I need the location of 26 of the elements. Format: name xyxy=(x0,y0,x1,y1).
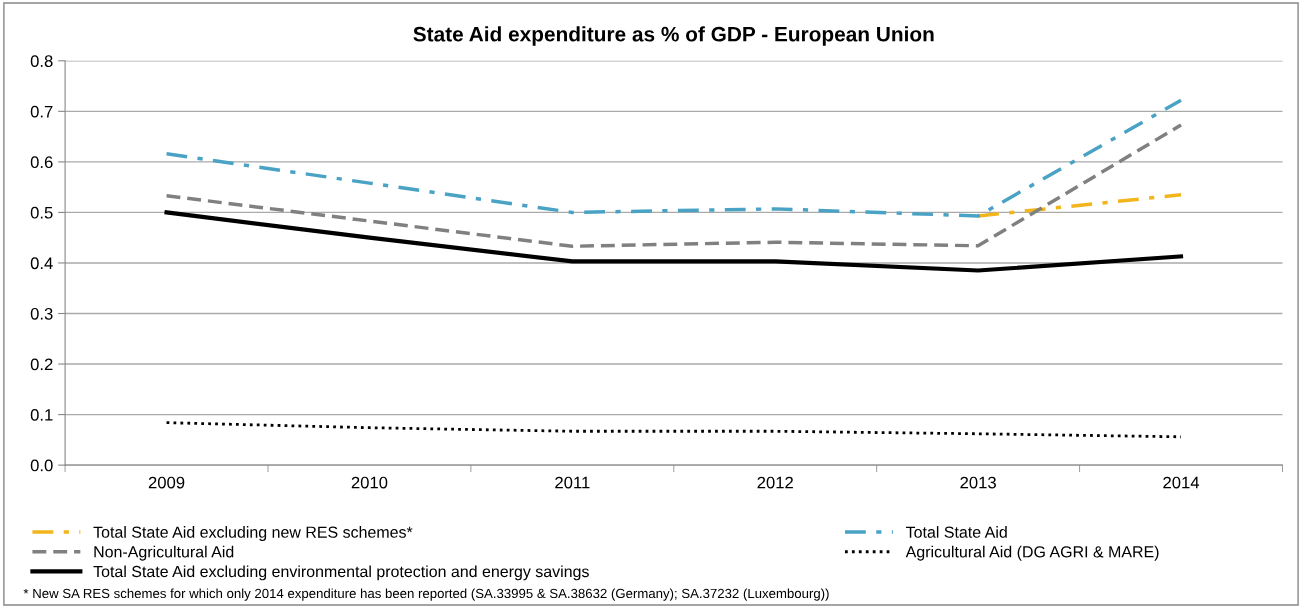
y-tick-label: 0.1 xyxy=(30,408,53,421)
x-tick-label: 2010 xyxy=(351,476,388,489)
y-tick-label: 0.2 xyxy=(30,358,53,371)
legend-label: Total State Aid xyxy=(906,526,1007,538)
y-tick-label: 0.0 xyxy=(30,459,53,472)
text: * New SA RES schemes for which only 2014 expenditure has been reported (SA.33995 & SA.38632 (Germany); SA.37232 (Luxembourg)) xyxy=(23,588,829,601)
x-tick-label: 2011 xyxy=(555,476,590,489)
x-tick-label: 2012 xyxy=(757,476,793,489)
x-tick-label: 2009 xyxy=(148,476,185,489)
y-tick-label: 0.7 xyxy=(30,105,53,118)
y-tick-label: 0.8 xyxy=(30,55,53,67)
legend-label: Agricultural Aid (DG AGRI & MARE) xyxy=(905,545,1159,561)
line-series xyxy=(164,123,1183,249)
line-series xyxy=(165,421,1183,439)
line-series xyxy=(164,98,1183,218)
chart-title: State Aid expenditure as % of GDP - European Union xyxy=(413,26,934,46)
legend-label: Total State Aid excluding new RES schemes* xyxy=(93,526,413,541)
y-tick-label: 0.3 xyxy=(30,307,53,320)
y-tick-label: 0.5 xyxy=(30,206,53,219)
x-tick-label: 2014 xyxy=(1163,476,1200,489)
line-series xyxy=(164,210,1184,273)
y-tick-label: 0.4 xyxy=(30,257,53,270)
x-tick-label: 2013 xyxy=(960,476,996,489)
legend-label: Non-Agricultural Aid xyxy=(94,545,234,561)
legend-label: Total State Aid excluding environmental protection and energy savings xyxy=(93,565,589,581)
y-tick-label: 0.6 xyxy=(30,156,53,169)
